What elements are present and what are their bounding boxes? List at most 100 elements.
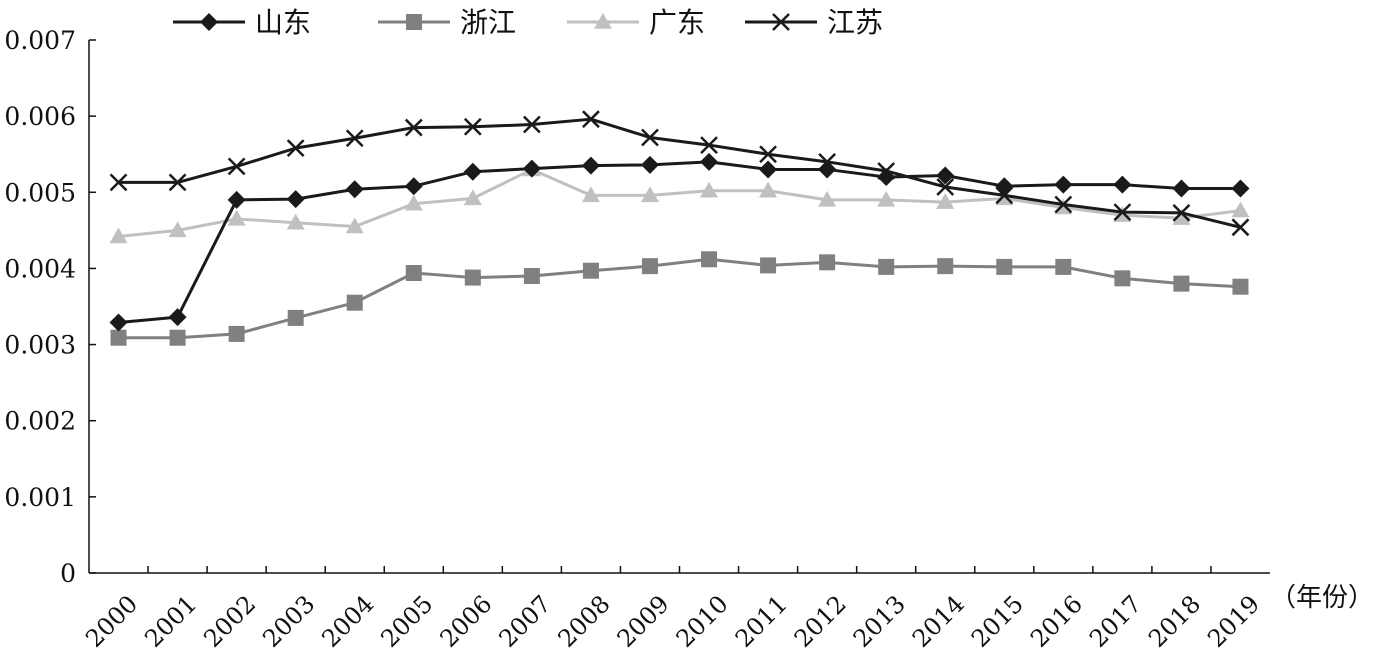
x-stroke [582, 110, 600, 129]
x-stroke [1054, 195, 1073, 214]
data-point [581, 156, 600, 175]
x-stroke [1172, 203, 1191, 222]
y-tick-label: 0.007 [4, 26, 76, 55]
x-tick-label: 2007 [494, 590, 557, 648]
x-tick-label: 2002 [198, 590, 261, 648]
data-point [818, 152, 837, 171]
data-point [168, 221, 187, 238]
data-point [227, 190, 246, 209]
data-point [1054, 195, 1073, 214]
x-stroke [463, 117, 482, 136]
x-stroke [404, 118, 423, 137]
data-point [701, 251, 718, 268]
legend-item: 江苏 [745, 6, 883, 39]
legend-item: 广东 [567, 6, 705, 39]
axes [88, 40, 1270, 574]
legend-label: 浙江 [460, 6, 516, 39]
legend-marker [594, 13, 612, 29]
y-tick-label: 0 [60, 559, 76, 588]
x-tick-label: 2015 [966, 590, 1029, 648]
data-point [818, 190, 837, 207]
data-point [109, 313, 128, 332]
x-tick-label: 2001 [139, 590, 202, 648]
data-point [1231, 218, 1250, 237]
y-axis-ticks: 0 0.001 0.002 0.003 0.004 0.005 0.006 0.007 [4, 26, 96, 588]
series-diamond [109, 152, 1250, 332]
data-point [700, 152, 719, 171]
x-stroke [345, 129, 364, 148]
y-tick-label: 0.001 [4, 483, 76, 512]
data-point [760, 257, 777, 274]
data-point [286, 213, 305, 230]
data-point [1231, 179, 1250, 198]
legend-marker [200, 13, 218, 31]
x-tick-label: 2011 [730, 590, 793, 648]
data-point [700, 181, 719, 198]
series-line [118, 117, 1241, 229]
data-point [759, 145, 777, 164]
x-stroke [109, 173, 128, 192]
data-point [1231, 201, 1250, 218]
data-point [228, 325, 245, 342]
series-line [118, 257, 1241, 340]
x-tick-label: 2004 [316, 590, 379, 648]
data-point [110, 329, 127, 346]
data-point [937, 258, 954, 275]
data-point [936, 178, 955, 196]
legend-marker [406, 14, 422, 30]
series-triangle [109, 160, 1250, 244]
x-stroke [1113, 203, 1132, 221]
series-layer [109, 110, 1250, 346]
x-tick-label: 2006 [435, 590, 498, 648]
data-point [522, 115, 541, 134]
data-point [1172, 203, 1191, 222]
legend-item: 浙江 [378, 6, 516, 39]
legend-label: 山东 [255, 6, 311, 39]
series-square [110, 251, 1249, 346]
data-point [463, 189, 482, 206]
data-point [168, 173, 187, 192]
data-point [227, 157, 246, 176]
x-stroke [759, 145, 777, 164]
data-point [522, 159, 541, 178]
series-line [118, 167, 1241, 238]
x-stroke [286, 139, 305, 158]
y-tick-label: 0.006 [4, 102, 76, 131]
x-stroke [995, 186, 1014, 205]
data-point [1173, 275, 1190, 292]
data-point [169, 329, 186, 346]
x-tick-label: 2009 [612, 590, 675, 648]
data-point [286, 190, 305, 209]
data-point [936, 166, 955, 185]
data-point [995, 186, 1014, 205]
data-point [1172, 209, 1191, 225]
legend: 山东 浙江 广东 江苏 [173, 6, 883, 39]
legend-label: 广东 [649, 6, 705, 39]
data-point [582, 262, 599, 279]
x-tick-label: 2016 [1025, 590, 1088, 648]
series-line [118, 160, 1241, 324]
x-tick-label: 2003 [257, 590, 320, 648]
data-point [1113, 175, 1132, 194]
data-point [759, 181, 778, 198]
data-point [227, 209, 246, 226]
legend-marker [772, 13, 790, 31]
x-stroke [818, 152, 837, 171]
data-point [759, 160, 778, 179]
data-point [168, 308, 187, 327]
x-tick-label: 2010 [671, 590, 734, 648]
data-point [346, 294, 363, 311]
x-stroke [700, 136, 718, 154]
data-point [405, 264, 422, 281]
data-point [581, 186, 600, 203]
data-point [877, 190, 896, 207]
data-point [1172, 179, 1191, 198]
legend-label: 江苏 [827, 6, 883, 39]
x-stroke [936, 178, 955, 196]
data-point [345, 129, 364, 148]
data-point [345, 217, 364, 234]
data-point [464, 269, 481, 286]
data-point [936, 193, 955, 209]
data-point [523, 268, 540, 285]
